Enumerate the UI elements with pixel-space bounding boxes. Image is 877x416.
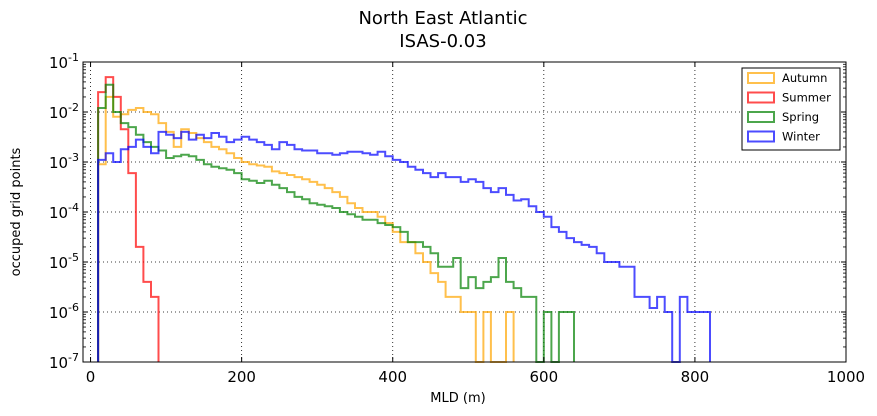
y-axis-label: occuped grid points [9, 147, 24, 276]
legend-swatch-spring [747, 111, 775, 123]
series-spring-line [97, 83, 575, 363]
chart-title: North East Atlantic [358, 8, 527, 29]
x-tick-label: 0 [86, 368, 96, 386]
legend: Autumn Summer Spring Winter [741, 67, 841, 151]
series-autumn-line [97, 95, 515, 363]
legend-box [741, 67, 841, 151]
x-tick-label: 1000 [827, 368, 865, 386]
x-tick-label: 800 [681, 368, 710, 386]
y-tick-label: 10-5 [49, 251, 79, 272]
legend-label-summer: Summer [782, 91, 831, 105]
series-winter-line [97, 130, 711, 363]
series-lines [97, 76, 711, 363]
y-axis-ticks: 10-7 10-6 10-5 10-4 10-3 10-2 10-1 [49, 51, 846, 372]
y-tick-label: 10-2 [49, 101, 79, 122]
x-axis-label: MLD (m) [430, 391, 485, 406]
x-tick-label: 200 [227, 368, 256, 386]
chart-subtitle: ISAS-0.03 [399, 31, 486, 52]
x-axis-ticks: 0 200 400 600 800 1000 [86, 62, 865, 386]
legend-label-autumn: Autumn [782, 71, 827, 85]
y-tick-label: 10-1 [49, 51, 79, 72]
y-tick-label: 10-4 [49, 201, 79, 222]
grid-lines [83, 61, 847, 363]
y-tick-label: 10-6 [49, 301, 79, 322]
x-tick-label: 600 [530, 368, 559, 386]
series-summer-line [97, 76, 160, 362]
legend-label-spring: Spring [782, 110, 819, 124]
legend-label-winter: Winter [782, 130, 820, 144]
legend-swatch-autumn [747, 72, 775, 84]
legend-swatch-summer [747, 91, 775, 104]
x-tick-label: 400 [378, 368, 407, 386]
y-tick-label: 10-3 [49, 151, 79, 172]
y-tick-label: 10-7 [49, 351, 79, 372]
legend-swatch-winter [747, 130, 775, 143]
